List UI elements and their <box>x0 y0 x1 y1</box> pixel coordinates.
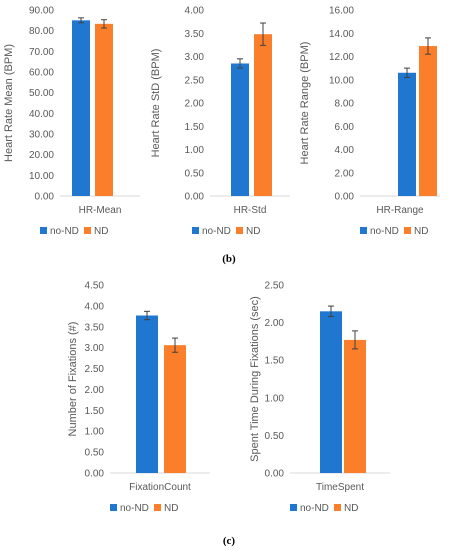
legend-label-nd: ND <box>246 226 260 237</box>
charts-root: 0.00 10.00 20.00 30.00 40.00 50.00 60.00 70.00 8… <box>3 6 440 514</box>
y-tick-label: 2.50 <box>85 364 105 375</box>
y-tick-label: 0.00 <box>85 469 105 480</box>
y-tick-label: 2.50 <box>265 281 285 292</box>
y-tick-label: 4.50 <box>85 281 105 292</box>
legend-swatch-no-nd <box>290 504 297 511</box>
chart-4: 0.00 0.50 1.00 1.50 2.00 2.50 3.00 3.50 4.00 4.50… <box>67 281 210 514</box>
chart-2: 0.00 0.50 1.00 1.50 2.00 2.50 3.00 3.50 4.00 HR-S… <box>150 6 290 237</box>
bar-no-nd <box>136 315 158 473</box>
y-tick-label: 70.00 <box>29 47 54 58</box>
y-tick-label: 0.00 <box>265 469 285 480</box>
legend-label-nd: ND <box>414 226 428 237</box>
y-tick-label: 50.00 <box>29 88 54 99</box>
y-tick-label: 4.00 <box>185 6 205 17</box>
bar-nd <box>344 339 366 473</box>
y-tick-label: 3.00 <box>85 343 105 354</box>
panel-label-c: (c) <box>223 535 236 547</box>
y-tick-label: 2.00 <box>335 168 355 179</box>
x-category-label: HR-Range <box>376 205 424 216</box>
y-axis-label: Heart Rate StD (BPM) <box>150 49 162 158</box>
x-category-label: HR-Mean <box>79 205 122 216</box>
y-tick-label: 2.00 <box>185 99 205 110</box>
y-tick-label: 1.50 <box>265 356 285 367</box>
x-category-label: TimeSpent <box>316 482 364 493</box>
y-tick-label: 20.00 <box>29 150 54 161</box>
y-tick-label: 4.00 <box>85 301 105 312</box>
y-axis-label: Spent Time During Fixations (sec) <box>249 296 261 462</box>
legend-swatch-no-nd <box>192 227 199 234</box>
legend-swatch-nd <box>84 227 91 234</box>
legend-label-no-nd: no-ND <box>120 503 149 514</box>
legend-swatch-nd <box>236 227 243 234</box>
legend-label-no-nd: no-ND <box>50 226 79 237</box>
y-tick-label: 1.00 <box>265 393 285 404</box>
y-axis-label: Heart Rate Range (BPM) <box>299 42 311 165</box>
y-tick-label: 0.00 <box>335 192 355 203</box>
legend-swatch-nd <box>404 227 411 234</box>
y-tick-label: 10.00 <box>329 75 354 86</box>
x-category-label: HR-Std <box>234 205 267 216</box>
y-tick-label: 1.00 <box>185 145 205 156</box>
y-tick-label: 12.00 <box>329 52 354 63</box>
legend-label-nd: ND <box>94 226 108 237</box>
y-tick-label: 14.00 <box>329 29 354 40</box>
y-tick-label: 0.00 <box>35 192 55 203</box>
y-tick-label: 8.00 <box>335 99 355 110</box>
y-tick-label: 4.00 <box>335 145 355 156</box>
x-category-label: FixationCount <box>129 482 191 493</box>
chart-1: 0.00 10.00 20.00 30.00 40.00 50.00 60.00 70.00 8… <box>3 6 140 237</box>
bar-nd <box>419 46 437 196</box>
legend-swatch-no-nd <box>360 227 367 234</box>
y-tick-label: 2.00 <box>265 318 285 329</box>
y-tick-label: 0.50 <box>85 448 105 459</box>
bar-nd <box>254 34 272 197</box>
legend-label-no-nd: no-ND <box>370 226 399 237</box>
y-tick-label: 1.50 <box>185 122 205 133</box>
legend-label-no-nd: no-ND <box>202 226 231 237</box>
y-tick-label: 2.00 <box>85 385 105 396</box>
legend-label-nd: ND <box>164 503 178 514</box>
y-tick-label: 90.00 <box>29 6 54 17</box>
y-tick-label: 10.00 <box>29 171 54 182</box>
legend-swatch-nd <box>154 504 161 511</box>
y-tick-label: 40.00 <box>29 109 54 120</box>
legend-swatch-nd <box>334 504 341 511</box>
y-tick-label: 0.00 <box>185 192 205 203</box>
bar-no-nd <box>72 20 90 197</box>
y-tick-label: 3.50 <box>85 322 105 333</box>
y-tick-label: 6.00 <box>335 122 355 133</box>
bar-no-nd <box>231 63 249 196</box>
chart-3: 0.00 2.00 4.00 6.00 8.00 10.00 12.00 14.00 16.00… <box>299 6 440 237</box>
y-tick-label: 80.00 <box>29 26 54 37</box>
bar-nd <box>164 345 186 473</box>
y-tick-label: 60.00 <box>29 68 54 79</box>
y-tick-label: 3.00 <box>185 52 205 63</box>
panel-label-b: (b) <box>222 253 236 265</box>
y-tick-label: 2.50 <box>185 75 205 86</box>
y-tick-label: 16.00 <box>329 6 354 17</box>
chart-5: 0.00 0.50 1.00 1.50 2.00 2.50 TimeSpent Spent T… <box>249 281 390 514</box>
y-axis-label: Number of Fixations (#) <box>67 322 79 437</box>
bar-nd <box>95 23 113 197</box>
legend-label-nd: ND <box>344 503 358 514</box>
y-tick-label: 30.00 <box>29 130 54 141</box>
y-tick-label: 0.50 <box>185 168 205 179</box>
y-axis-label: Heart Rate Mean (BPM) <box>3 44 15 162</box>
y-tick-label: 3.50 <box>185 29 205 40</box>
y-tick-label: 1.50 <box>85 406 105 417</box>
legend-swatch-no-nd <box>40 227 47 234</box>
legend-label-no-nd: no-ND <box>300 503 329 514</box>
legend-swatch-no-nd <box>110 504 117 511</box>
y-tick-label: 0.50 <box>265 431 285 442</box>
bar-no-nd <box>320 311 342 473</box>
bar-no-nd <box>398 72 416 196</box>
y-tick-label: 1.00 <box>85 427 105 438</box>
